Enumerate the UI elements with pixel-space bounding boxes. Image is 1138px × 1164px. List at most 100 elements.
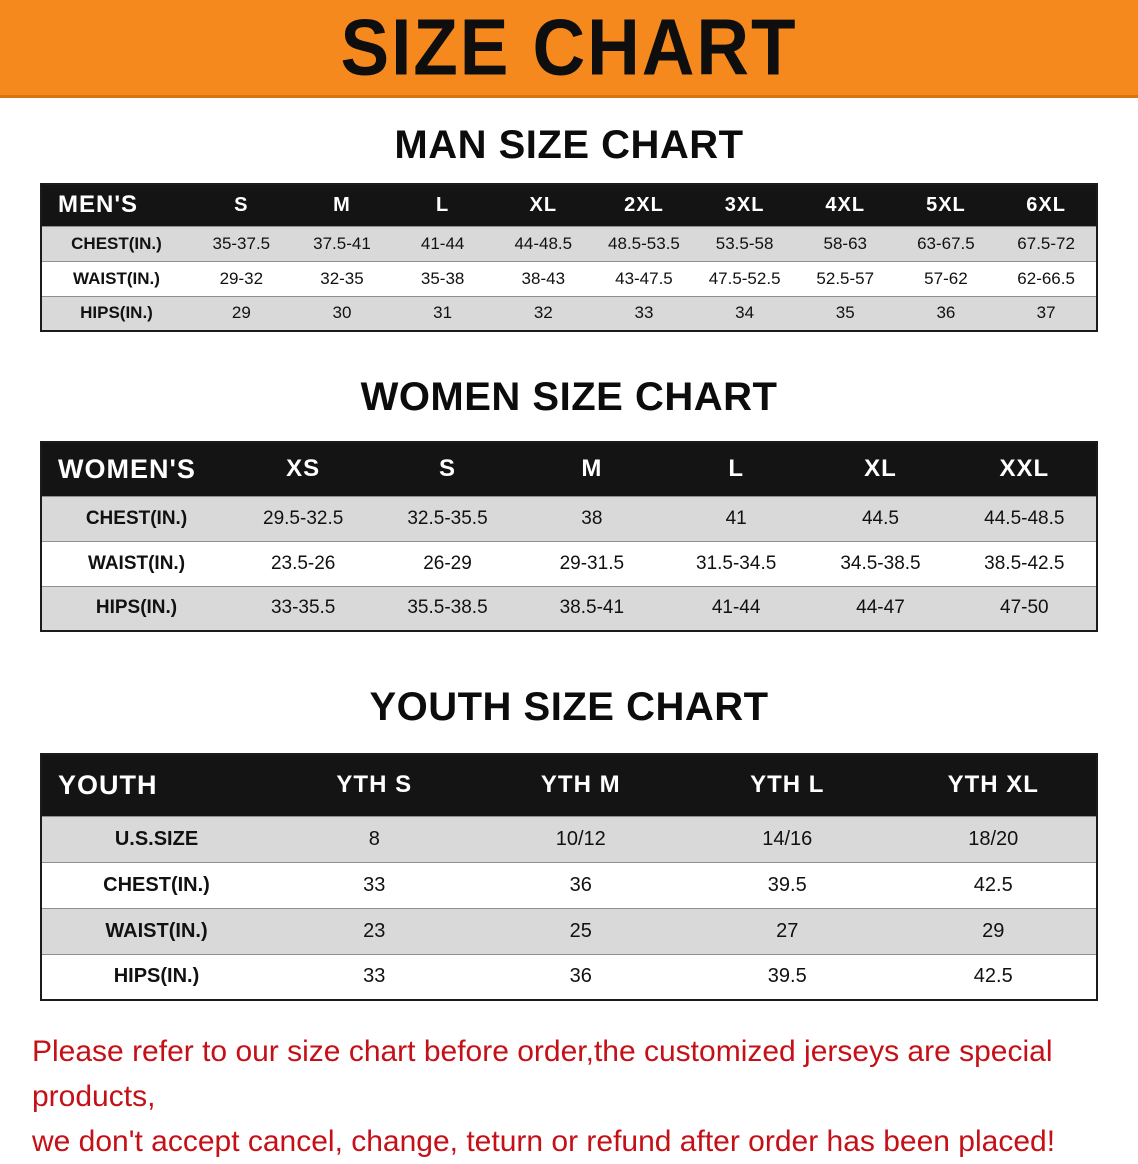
measurement-value: 32.5-35.5 [407,507,488,529]
measurement-value: 44.5-48.5 [984,507,1065,529]
size-table-header-row: YOUTH YTH S YTH M YTH L YTH XL [41,754,1097,816]
measurement-value: 42.5 [973,873,1013,896]
measurement-label: HIPS(IN.) [95,597,178,619]
measurement-row: HIPS(IN.) 33-35.5 35.5-38.5 38.5-41 41-44 44-… [41,586,1097,631]
measurement-label: CHEST(IN.) [71,233,162,253]
size-column-header: L [392,184,493,226]
size-column-header: YTH L [684,754,891,816]
measurement-value: 39.5 [767,965,807,988]
measurement-value: 38.5-41 [559,597,625,619]
measurement-label: CHEST(IN.) [103,873,210,896]
measurement-value: 58-63 [823,233,867,253]
measurement-value: 29-32 [219,268,264,288]
table-title-cell: WOMEN'S [41,442,231,496]
men-size-table: MEN'S S M L XL 2XL 3XL 4XL 5XL 6XL CHEST(IN.) 35-37… [40,183,1098,332]
measurement-value: 44.5 [861,507,899,529]
men-size-section: MAN SIZE CHART MEN'S S M L XL 2XL 3XL 4XL 5XL 6XL… [0,122,1138,332]
measurement-label: U.S.SIZE [114,827,199,850]
measurement-value: 38.5-42.5 [984,552,1065,574]
youth-size-section: YOUTH SIZE CHART YOUTH YTH S YTH M YTH L YTH… [0,684,1138,1001]
size-column-header: 2XL [593,184,695,226]
measurement-value: 29 [231,303,251,323]
women-size-section: WOMEN SIZE CHART WOMEN'S XS S M L XL XXL CHEST(… [0,374,1138,632]
measurement-value: 38 [581,507,603,529]
measurement-value: 41-44 [711,597,761,619]
measurement-label: WAIST(IN.) [105,919,208,942]
measurement-row: CHEST(IN.) 35-37.5 37.5-41 41-44 44-48.5 48.5… [41,226,1097,261]
measurement-value: 36 [569,873,592,896]
measurement-value: 35-37.5 [212,233,271,253]
size-column-header: YTH S [271,754,478,816]
measurement-value: 31 [433,303,453,323]
measurement-value: 26-29 [423,552,472,574]
size-column-header: XXL [952,442,1097,496]
measurement-label: WAIST(IN.) [73,268,160,288]
measurement-value: 67.5-72 [1017,233,1075,253]
women-size-table: WOMEN'S XS S M L XL XXL CHEST(IN.) 29.5-32.5 32.5… [40,441,1098,632]
measurement-value: 39.5 [767,873,807,896]
measurement-value: 27 [776,919,799,942]
measurement-value: 53.5-58 [715,233,774,253]
measurement-value: 57-62 [924,268,968,288]
measurement-value: 35.5-38.5 [407,597,488,619]
measurement-value: 33 [634,303,654,323]
youth-size-table: YOUTH YTH S YTH M YTH L YTH XL U.S.SIZE 8 10/12… [40,753,1098,1001]
size-table-header-row: MEN'S S M L XL 2XL 3XL 4XL 5XL 6XL [41,184,1097,226]
measurement-row: CHEST(IN.) 29.5-32.5 32.5-35.5 38 41 44.5 44.5… [41,496,1097,541]
measurement-value: 38-43 [521,268,566,288]
measurement-value: 33-35.5 [270,597,336,619]
measurement-value: 23 [363,919,386,942]
measurement-value: 47-50 [1000,597,1049,619]
disclaimer-line-1: Please refer to our size chart before or… [32,1035,1053,1113]
measurement-row: WAIST(IN.) 23 25 27 29 [41,908,1097,954]
measurement-value: 36 [569,965,592,988]
measurement-value: 14/16 [762,827,813,850]
size-column-header: XL [808,442,953,496]
measurement-value: 37.5-41 [313,233,371,253]
measurement-value: 31.5-34.5 [696,552,777,574]
men-section-heading: MAN SIZE CHART [394,123,744,167]
size-table-header-row: WOMEN'S XS S M L XL XXL [41,442,1097,496]
measurement-row: WAIST(IN.) 29-32 32-35 35-38 38-43 43-47.5 47.… [41,261,1097,296]
size-column-header: YTH XL [890,754,1097,816]
measurement-value: 30 [332,303,352,323]
measurement-value: 32-35 [320,268,364,288]
measurement-row: CHEST(IN.) 33 36 39.5 42.5 [41,862,1097,908]
measurement-value: 62-66.5 [1017,268,1075,288]
disclaimer-line-2: we don't accept cancel, change, teturn o… [32,1125,1056,1158]
measurement-value: 33 [363,873,386,896]
size-column-header: 5XL [895,184,997,226]
measurement-label: CHEST(IN.) [85,507,188,529]
page-title: SIZE CHART [340,2,798,92]
measurement-value: 35-38 [420,268,465,288]
measurement-value: 52.5-57 [816,268,875,288]
measurement-value: 41-44 [420,233,465,253]
measurement-value: 23.5-26 [270,552,336,574]
measurement-value: 44-47 [856,597,905,619]
size-column-header: 6XL [996,184,1097,226]
measurement-label: WAIST(IN.) [87,552,186,574]
women-section-heading: WOMEN SIZE CHART [360,375,778,419]
measurement-value: 25 [569,919,592,942]
youth-section-heading: YOUTH SIZE CHART [369,685,769,729]
measurement-value: 33 [363,965,386,988]
measurement-row: HIPS(IN.) 33 36 39.5 42.5 [41,954,1097,1000]
measurement-value: 41 [725,507,747,529]
measurement-row: HIPS(IN.) 29 30 31 32 33 34 35 36 37 [41,296,1097,331]
measurement-row: U.S.SIZE 8 10/12 14/16 18/20 [41,816,1097,862]
banner: SIZE CHART [0,0,1138,98]
measurement-value: 43-47.5 [615,268,673,288]
table-title-cell: MEN'S [41,184,191,226]
size-column-header: 4XL [794,184,896,226]
size-column-header: M [291,184,393,226]
measurement-value: 29 [982,919,1005,942]
measurement-value: 32 [533,303,553,323]
measurement-value: 29-31.5 [559,552,625,574]
measurement-value: 29.5-32.5 [263,507,344,529]
measurement-value: 42.5 [973,965,1013,988]
measurement-value: 35 [835,303,855,323]
size-column-header: L [663,442,809,496]
size-column-header: XL [492,184,594,226]
measurement-row: WAIST(IN.) 23.5-26 26-29 29-31.5 31.5-34.5 34… [41,541,1097,586]
